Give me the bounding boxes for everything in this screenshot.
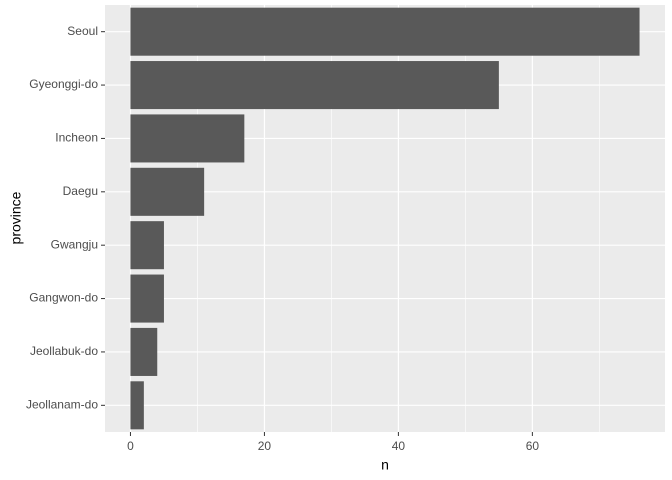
bar bbox=[130, 167, 205, 216]
bar bbox=[130, 7, 640, 56]
x-axis-title: n bbox=[381, 457, 389, 473]
y-tick-label: Incheon bbox=[55, 131, 98, 145]
bar bbox=[130, 114, 245, 163]
y-axis-title: province bbox=[8, 191, 24, 244]
y-tick-label: Gwangju bbox=[51, 237, 98, 251]
x-tick-label: 60 bbox=[526, 439, 540, 453]
bar bbox=[130, 221, 164, 270]
bar bbox=[130, 61, 499, 110]
y-tick-label: Seoul bbox=[67, 24, 98, 38]
y-tick-label: Gangwon-do bbox=[29, 291, 98, 305]
y-tick-label: Jeollanam-do bbox=[26, 397, 98, 411]
y-tick-label: Daegu bbox=[63, 184, 98, 198]
bar bbox=[130, 274, 164, 323]
x-tick-label: 40 bbox=[392, 439, 406, 453]
y-tick-label: Jeollabuk-do bbox=[30, 344, 98, 358]
x-tick-label: 0 bbox=[127, 439, 134, 453]
x-tick-label: 20 bbox=[258, 439, 272, 453]
bar bbox=[130, 327, 158, 376]
y-tick-label: Gyeonggi-do bbox=[29, 77, 98, 91]
bar bbox=[130, 381, 144, 430]
